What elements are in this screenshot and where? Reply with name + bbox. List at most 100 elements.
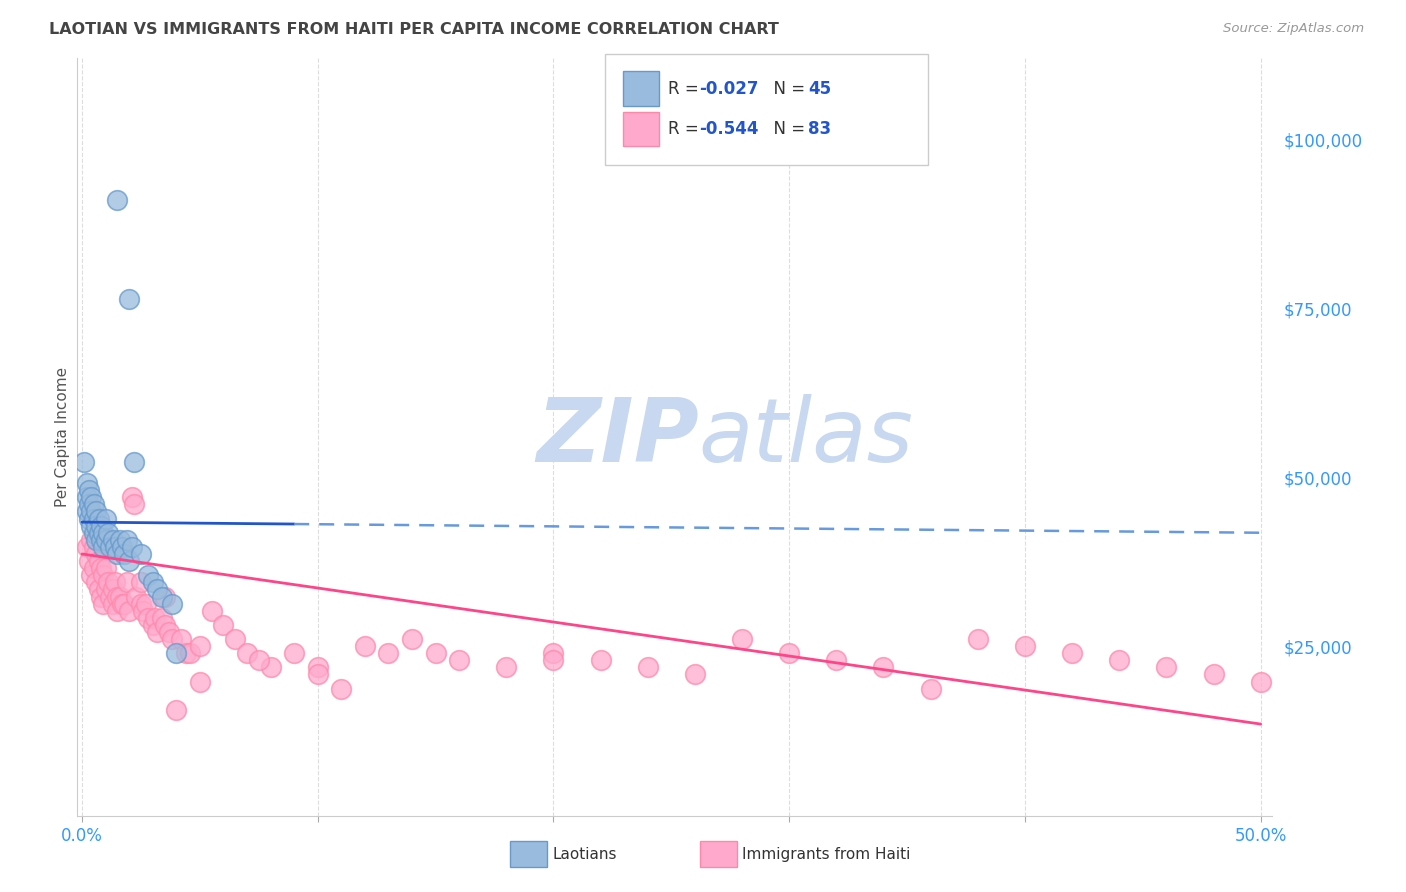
Point (146, 624, 169, 639)
Point (104, 540, 127, 554)
Point (307, 667, 329, 681)
Point (114, 547, 136, 561)
Point (77, 511, 100, 525)
Point (1156, 660, 1178, 674)
Point (778, 646, 800, 660)
Point (157, 624, 180, 639)
Point (118, 292, 141, 306)
Text: 83: 83 (808, 120, 831, 138)
Point (77, 554, 100, 568)
Point (83, 540, 105, 554)
Point (115, 575, 138, 590)
Point (84, 575, 107, 590)
Point (872, 660, 894, 674)
Text: LAOTIAN VS IMMIGRANTS FROM HAITI PER CAPITA INCOME CORRELATION CHART: LAOTIAN VS IMMIGRANTS FROM HAITI PER CAP… (49, 22, 779, 37)
Point (330, 681, 353, 696)
Point (160, 597, 183, 611)
Point (589, 653, 612, 667)
Point (101, 597, 124, 611)
Point (122, 497, 145, 511)
Point (80, 491, 103, 505)
Point (146, 582, 169, 597)
Point (174, 646, 197, 660)
Point (683, 667, 706, 681)
Point (966, 632, 988, 646)
Point (107, 193, 129, 207)
Point (80, 518, 103, 533)
Point (143, 611, 166, 625)
Text: R =: R = (668, 120, 704, 138)
Point (114, 597, 136, 611)
Point (91, 597, 114, 611)
Text: Source: ZipAtlas.com: Source: ZipAtlas.com (1223, 22, 1364, 36)
Point (637, 660, 659, 674)
Point (201, 604, 224, 618)
Point (142, 618, 165, 632)
Point (150, 611, 173, 625)
Point (1250, 674, 1272, 689)
Point (107, 604, 129, 618)
Point (83, 511, 105, 525)
Point (87, 511, 110, 525)
Point (129, 575, 152, 590)
Point (84, 547, 107, 561)
Point (401, 632, 423, 646)
Point (77, 497, 100, 511)
Text: -0.544: -0.544 (699, 120, 758, 138)
Point (73, 455, 96, 469)
Text: N =: N = (763, 80, 811, 98)
Point (118, 554, 141, 568)
Point (136, 611, 159, 625)
Point (101, 533, 124, 547)
Point (307, 660, 329, 674)
Point (101, 582, 124, 597)
Point (90, 590, 112, 604)
Point (543, 646, 565, 660)
Text: -0.027: -0.027 (699, 80, 758, 98)
Point (1014, 639, 1036, 653)
Point (132, 604, 155, 618)
Point (111, 597, 134, 611)
Point (495, 660, 517, 674)
Point (136, 568, 159, 582)
Point (129, 547, 152, 561)
Point (80, 568, 103, 582)
Point (247, 653, 270, 667)
Point (94, 533, 117, 547)
Point (920, 681, 942, 696)
Text: ZIP: ZIP (536, 393, 699, 481)
Point (188, 674, 211, 689)
Point (1108, 653, 1130, 667)
Point (1202, 667, 1225, 681)
Point (91, 525, 114, 540)
Point (283, 646, 305, 660)
Point (98, 590, 121, 604)
Point (94, 561, 117, 575)
Point (83, 525, 105, 540)
Point (76, 504, 98, 518)
Point (259, 660, 281, 674)
Point (76, 540, 98, 554)
Point (122, 455, 145, 469)
Point (224, 632, 246, 646)
Point (84, 533, 107, 547)
Point (425, 646, 447, 660)
Point (97, 575, 120, 590)
Point (142, 575, 165, 590)
Point (118, 604, 141, 618)
Text: N =: N = (763, 120, 811, 138)
Point (125, 590, 148, 604)
Point (153, 618, 176, 632)
Point (121, 540, 143, 554)
Point (94, 582, 117, 597)
Point (91, 568, 114, 582)
Point (135, 597, 157, 611)
Point (80, 504, 103, 518)
Point (129, 597, 152, 611)
Point (1060, 646, 1083, 660)
Point (83, 497, 105, 511)
Point (179, 646, 201, 660)
Point (165, 646, 187, 660)
Text: 45: 45 (808, 80, 831, 98)
Point (153, 590, 176, 604)
